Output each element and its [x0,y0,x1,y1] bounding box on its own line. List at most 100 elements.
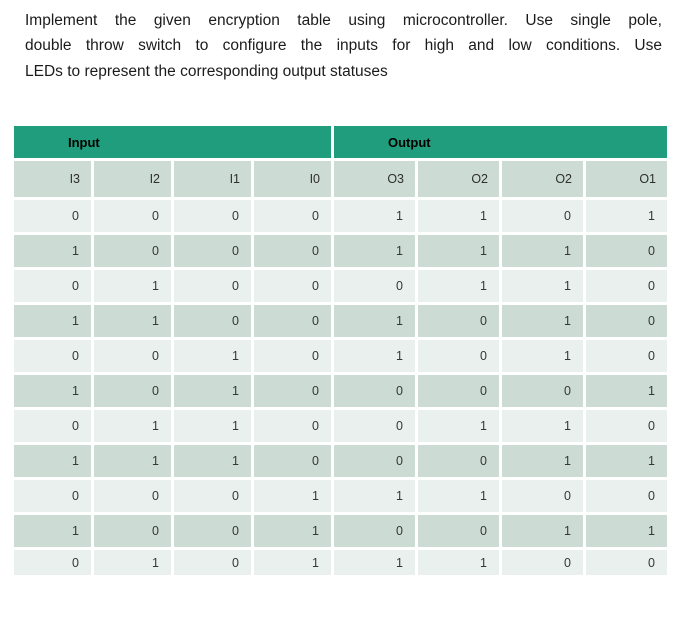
table-cell: 1 [586,200,667,232]
instruction-line-3: LEDs to represent the corresponding outp… [25,62,388,80]
table-cell: 0 [586,410,667,442]
table-cell: 0 [174,515,251,547]
column-header-i3: I3 [14,161,91,197]
table-cell: 0 [254,375,331,407]
table-cell: 0 [502,200,583,232]
table-cell: 0 [254,410,331,442]
column-header-i2: I2 [94,161,171,197]
table-cell: 0 [94,200,171,232]
table-cell: 0 [254,200,331,232]
table-cell: 1 [174,340,251,372]
table-cell: 1 [334,480,415,512]
table-cell: 1 [14,235,91,267]
table-cell: 0 [334,270,415,302]
table-cell: 1 [502,445,583,477]
table-cell: 0 [334,515,415,547]
table-cell: 1 [94,270,171,302]
table-cell: 0 [586,235,667,267]
table-cell: 1 [418,200,499,232]
table-cell: 0 [174,235,251,267]
group-header-row: Input Output [14,126,667,158]
table-cell: 1 [94,550,171,575]
instruction-line-2: double throw switch to configure the inp… [25,37,662,55]
table-cell: 0 [586,270,667,302]
table-cell: 1 [502,340,583,372]
input-group-header: Input [14,126,331,158]
table-cell: 0 [254,270,331,302]
table-cell: 0 [94,515,171,547]
table-cell: 0 [418,445,499,477]
table-cell: 0 [14,340,91,372]
table-cell: 1 [94,410,171,442]
table-cell: 1 [14,305,91,337]
table-cell: 1 [586,445,667,477]
column-header-row: I3 I2 I1 I0 O3 O2 O2 O1 [14,161,667,197]
table-cell: 0 [586,480,667,512]
table-cell: 1 [418,550,499,575]
table-cell: 0 [418,515,499,547]
table-cell: 1 [254,515,331,547]
table-cell: 1 [334,235,415,267]
table-cell: 1 [174,410,251,442]
table-cell: 1 [174,445,251,477]
column-header-o3: O3 [334,161,415,197]
table-cell: 1 [502,515,583,547]
table-cell: 0 [254,340,331,372]
table-cell: 0 [586,340,667,372]
table-cell: 0 [418,340,499,372]
table-cell: 1 [254,480,331,512]
table-cell: 1 [502,305,583,337]
table-cell: 1 [502,270,583,302]
table-cell: 0 [174,550,251,575]
table-cell: 0 [94,375,171,407]
table-cell: 1 [94,305,171,337]
table-cell: 0 [586,550,667,575]
column-header-i0: I0 [254,161,331,197]
table-cell: 1 [14,515,91,547]
table-cell: 1 [418,270,499,302]
column-header-o2a: O2 [418,161,499,197]
table-cell: 0 [94,340,171,372]
table-cell: 1 [334,200,415,232]
table-cell: 1 [586,515,667,547]
column-header-o2b: O2 [502,161,583,197]
table-cell: 0 [94,235,171,267]
table-cell: 0 [334,375,415,407]
column-header-i1: I1 [174,161,251,197]
table-cell: 0 [174,270,251,302]
table-cell: 1 [586,375,667,407]
output-group-header: Output [334,126,667,158]
table-cell: 1 [334,340,415,372]
table-cell: 0 [14,200,91,232]
table-cell: 0 [14,410,91,442]
table-cell: 1 [254,550,331,575]
table-cell: 1 [418,235,499,267]
table-cell: 1 [334,550,415,575]
table-cell: 1 [418,480,499,512]
table-cell: 0 [174,305,251,337]
table-cell: 1 [502,235,583,267]
table-cell: 0 [502,375,583,407]
table-cell: 0 [254,445,331,477]
table-cell: 0 [94,480,171,512]
table-cell: 0 [418,375,499,407]
instruction-line-1: Implement the given encryption table usi… [25,12,662,29]
table-cell: 0 [502,480,583,512]
table-cell: 0 [502,550,583,575]
table-cell: 0 [334,410,415,442]
table-cell: 1 [174,375,251,407]
table-cell: 1 [334,305,415,337]
table-cell: 0 [14,270,91,302]
table-cell: 1 [418,410,499,442]
